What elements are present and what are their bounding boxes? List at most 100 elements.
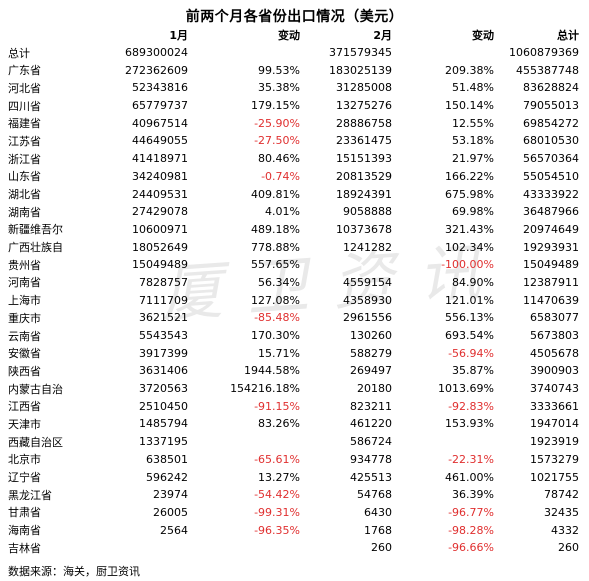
row-name: 西藏自治区 [8, 435, 63, 449]
feb-change: 675.98% [445, 187, 494, 201]
total-value: 56570364 [523, 152, 579, 166]
total-value: 15049489 [523, 258, 579, 272]
jan-change: 1944.58% [244, 364, 300, 378]
table-row: 广东省 272362609 99.53% 183025139 209.38% 455387… [8, 61, 579, 79]
feb-value: 588279 [350, 346, 392, 360]
total-value: 79055013 [523, 99, 579, 113]
table-row: 内蒙古自治 3720563 154216.18% 20180 1013.69% 37407… [8, 380, 579, 398]
jan-value: 1485794 [139, 417, 188, 431]
table-row: 四川省 65779737 179.15% 13275276 150.14% 7905501… [8, 97, 579, 115]
jan-change [188, 44, 300, 62]
table-row: 辽宁省 596242 13.27% 425513 461.00% 1021755 [8, 468, 579, 486]
feb-change: 36.39% [452, 488, 494, 502]
feb-value: 4358930 [343, 293, 392, 307]
feb-value: 1768 [364, 523, 392, 537]
table-row: 西藏自治区 1337195 586724 1923919 [8, 433, 579, 451]
jan-change: 489.18% [251, 222, 300, 236]
table-row: 上海市 7111709 127.08% 4358930 121.01% 11470639 [8, 291, 579, 309]
feb-value: 6430 [364, 505, 392, 519]
feb-change: -22.31% [448, 452, 494, 466]
header-name [8, 26, 64, 44]
feb-value: 31285008 [336, 81, 392, 95]
table-row: 总计 689300024 371579345 1060879369 [8, 44, 579, 62]
jan-value: 65779737 [132, 99, 188, 113]
feb-change: 35.87% [452, 364, 494, 378]
feb-value: 183025139 [329, 63, 392, 77]
jan-value: 3621521 [139, 311, 188, 325]
jan-change: 409.81% [251, 187, 300, 201]
jan-change: 4.01% [265, 205, 300, 219]
row-name: 广西壮族自 [8, 241, 63, 255]
jan-change: 170.30% [251, 329, 300, 343]
jan-value: 3720563 [139, 382, 188, 396]
feb-change: 121.01% [445, 293, 494, 307]
jan-value: 2510450 [139, 399, 188, 413]
feb-change: -96.77% [448, 505, 494, 519]
feb-change: 150.14% [445, 99, 494, 113]
table-row: 福建省 40967514 -25.90% 28886758 12.55% 69854272 [8, 114, 579, 132]
jan-change: 13.27% [258, 470, 300, 484]
jan-value: 1337195 [139, 435, 188, 449]
table-row: 河南省 7828757 56.34% 4559154 84.90% 12387911 [8, 274, 579, 292]
row-name: 湖北省 [8, 188, 41, 202]
jan-change: 83.26% [258, 417, 300, 431]
feb-change: -100.00% [441, 258, 494, 272]
jan-change: -54.42% [254, 488, 300, 502]
table-row: 广西壮族自 18052649 778.88% 1241282 102.34% 192939… [8, 238, 579, 256]
table-row: 江西省 2510450 -91.15% 823211 -92.83% 3333661 [8, 397, 579, 415]
feb-value: 4559154 [343, 275, 392, 289]
row-name: 总计 [8, 46, 30, 60]
header-change-feb: 变动 [472, 28, 494, 42]
row-name: 安徽省 [8, 347, 41, 361]
jan-value: 44649055 [132, 134, 188, 148]
row-name: 黑龙江省 [8, 488, 52, 502]
row-name: 海南省 [8, 524, 41, 538]
feb-value: 20813529 [336, 169, 392, 183]
total-value: 1021755 [530, 470, 579, 484]
header-row: 1月 变动 2月 变动 总计 [8, 26, 579, 44]
jan-change [188, 539, 300, 557]
table-row: 贵州省 15049489 557.65% -100.00% 15049489 [8, 256, 579, 274]
total-value: 12387911 [523, 275, 579, 289]
feb-change: 209.38% [445, 63, 494, 77]
feb-change: 166.22% [445, 169, 494, 183]
feb-value: 934778 [350, 452, 392, 466]
feb-value: 130260 [350, 329, 392, 343]
feb-change: -96.66% [448, 541, 494, 555]
jan-change: -99.31% [254, 505, 300, 519]
jan-change: -0.74% [261, 169, 300, 183]
row-name: 云南省 [8, 329, 41, 343]
jan-value: 638501 [146, 452, 188, 466]
total-value: 1947014 [530, 417, 579, 431]
jan-value: 34240981 [132, 169, 188, 183]
jan-value: 2564 [160, 523, 188, 537]
header-feb: 2月 [373, 28, 392, 42]
feb-change: 69.98% [452, 205, 494, 219]
feb-value: 1241282 [343, 240, 392, 254]
jan-change: -27.50% [254, 134, 300, 148]
jan-value: 26005 [153, 505, 188, 519]
row-name: 贵州省 [8, 258, 41, 272]
feb-change: -56.94% [448, 346, 494, 360]
row-name: 天津市 [8, 417, 41, 431]
total-value: 5673803 [530, 329, 579, 343]
feb-value: 13275276 [336, 99, 392, 113]
table-row: 重庆市 3621521 -85.48% 2961556 556.13% 6583077 [8, 309, 579, 327]
total-value: 4332 [551, 523, 579, 537]
jan-value: 23974 [153, 488, 188, 502]
jan-change: 56.34% [258, 275, 300, 289]
table-row: 北京市 638501 -65.61% 934778 -22.31% 1573279 [8, 451, 579, 469]
feb-change: 102.34% [445, 240, 494, 254]
table-row: 江苏省 44649055 -27.50% 23361475 53.18% 68010530 [8, 132, 579, 150]
total-value: 83628824 [523, 81, 579, 95]
row-name: 福建省 [8, 117, 41, 131]
table-title: 前两个月各省份出口情况（美元） [185, 9, 404, 25]
row-name: 四川省 [8, 99, 41, 113]
row-name: 上海市 [8, 294, 41, 308]
table-row: 甘肃省 26005 -99.31% 6430 -96.77% 32435 [8, 504, 579, 522]
feb-change: 556.13% [445, 311, 494, 325]
total-value: 55054510 [523, 169, 579, 183]
total-value: 1060879369 [509, 46, 579, 60]
row-name: 北京市 [8, 453, 41, 467]
feb-value: 2961556 [343, 311, 392, 325]
